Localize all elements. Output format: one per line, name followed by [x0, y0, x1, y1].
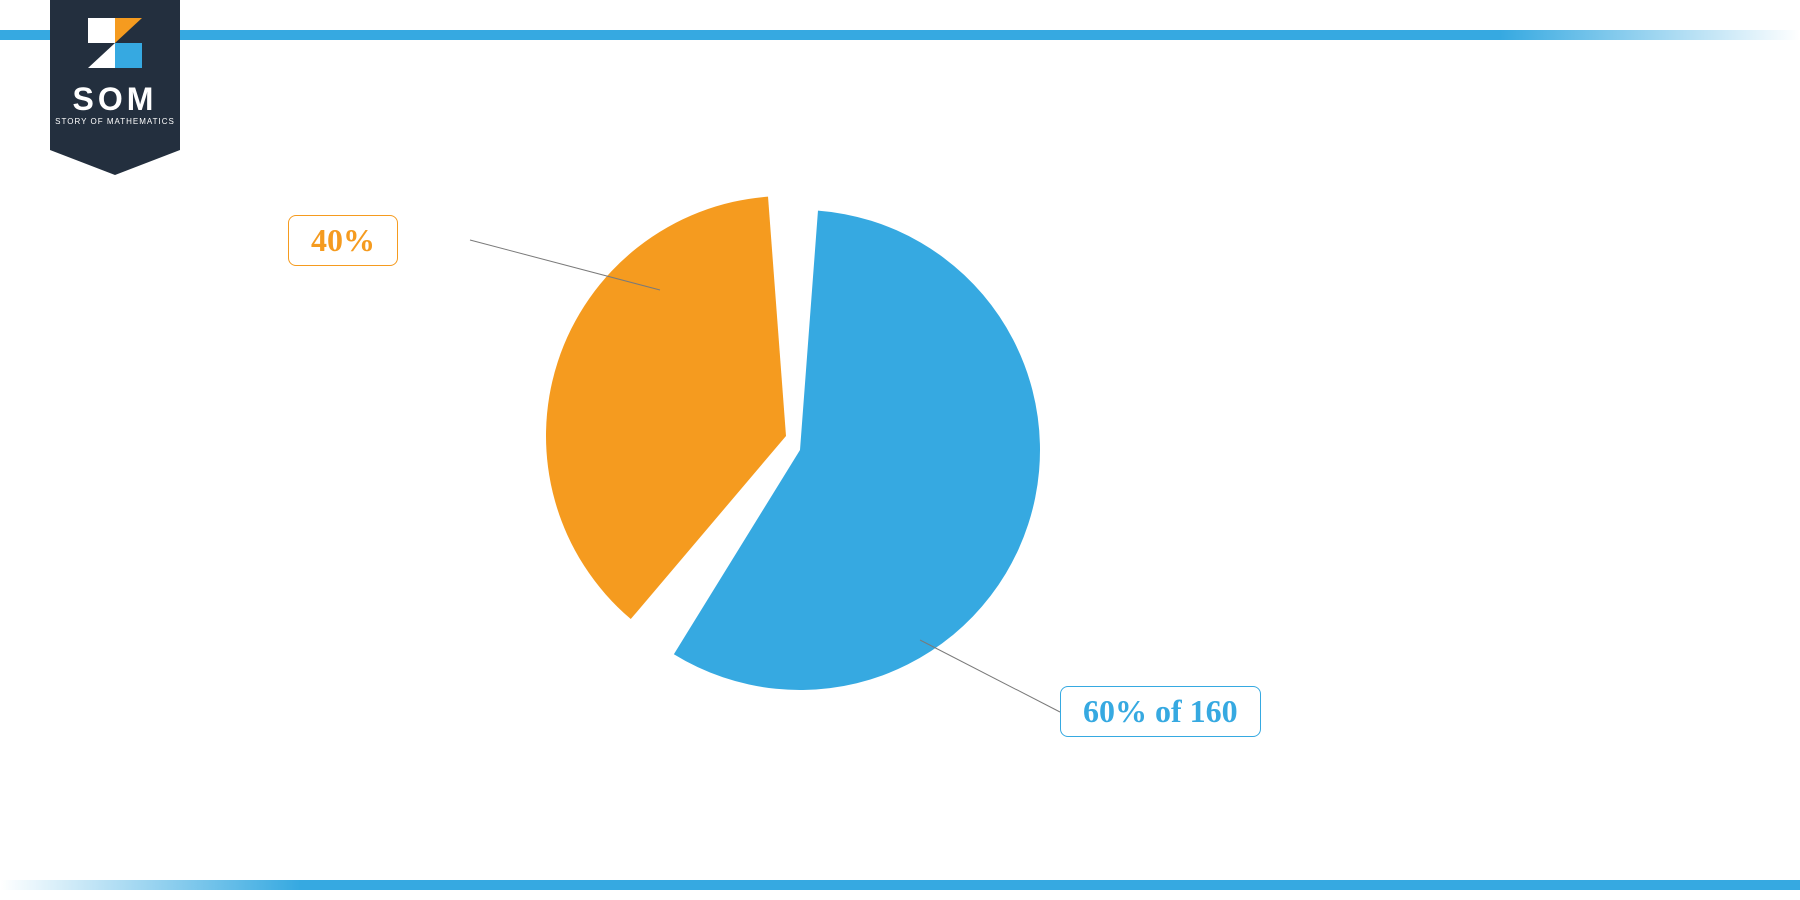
logo-subtitle: STORY OF MATHEMATICS — [55, 117, 175, 126]
top-accent-bar-right — [1500, 30, 1800, 40]
top-accent-bar — [0, 30, 1800, 40]
bottom-accent-bar — [0, 880, 1800, 890]
stage: SOM STORY OF MATHEMATICS 60% of 160 40% — [0, 0, 1800, 900]
logo-title: SOM — [73, 81, 158, 117]
top-accent-bar-left — [0, 30, 1500, 40]
bottom-accent-bar-left — [0, 880, 300, 890]
logo-badge-svg: SOM STORY OF MATHEMATICS — [50, 0, 180, 175]
pie-slice-0 — [674, 211, 1040, 690]
bottom-accent-bar-right — [300, 880, 1800, 890]
pie-slice-1 — [546, 197, 786, 619]
pie-slice-label-40: 40% — [288, 215, 398, 266]
pie-leader-1 — [470, 240, 660, 290]
pie-chart — [0, 0, 1800, 900]
pie-slice-label-60: 60% of 160 — [1060, 686, 1261, 737]
logo-badge: SOM STORY OF MATHEMATICS — [50, 0, 180, 175]
pie-leader-0 — [920, 640, 1060, 712]
